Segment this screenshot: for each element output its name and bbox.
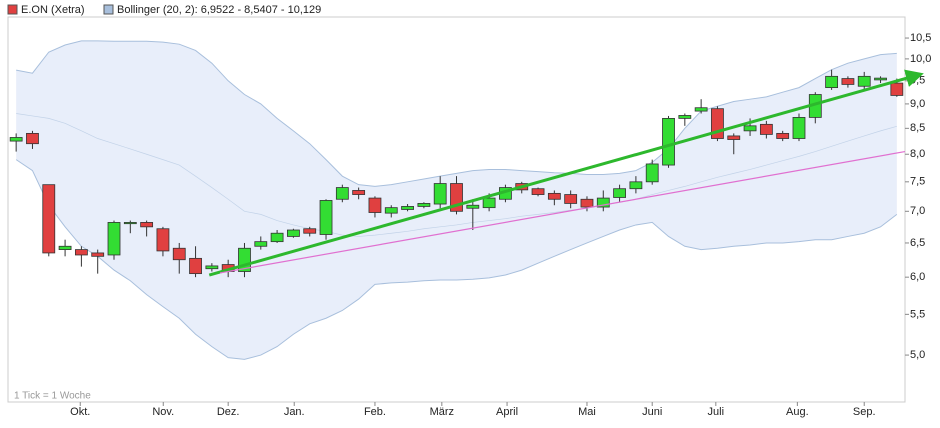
y-tick-label: 8,0	[910, 148, 925, 160]
x-tick-label: Jan.	[284, 406, 305, 418]
candle-body	[825, 75, 839, 89]
legend-label: Bollinger (20, 2): 6,9522 - 8,5407 - 10,…	[117, 4, 321, 16]
candle-body	[368, 197, 382, 213]
candle-body	[645, 163, 659, 183]
candle-body	[107, 222, 121, 256]
y-tick-label: 10,0	[910, 53, 931, 65]
candle-body	[156, 228, 170, 252]
candle-body	[401, 206, 414, 210]
candle-body	[172, 247, 186, 261]
y-tick-label: 7,0	[910, 205, 925, 217]
candle-body	[629, 181, 643, 190]
candle-body	[140, 222, 154, 228]
x-tick-label: Okt.	[70, 406, 90, 418]
candle-body	[58, 245, 72, 250]
y-tick-label: 7,5	[910, 176, 925, 188]
candle-body	[874, 77, 887, 81]
candle-body	[890, 82, 904, 96]
legend-swatch	[7, 4, 18, 15]
candle-body	[694, 107, 708, 112]
x-tick-label: Aug.	[786, 406, 809, 418]
candle-body	[759, 123, 773, 135]
candle-body	[352, 190, 366, 195]
y-tick-label: 9,0	[910, 98, 925, 110]
candle-body	[433, 183, 447, 205]
candle-body	[26, 132, 39, 145]
candle-body	[531, 188, 545, 195]
candle-body	[254, 241, 268, 247]
y-tick-label: 5,0	[910, 349, 925, 361]
candle-body	[74, 249, 88, 256]
legend-swatch	[103, 4, 114, 15]
candle-body	[189, 257, 202, 275]
trend-line	[208, 69, 924, 277]
candle-body	[662, 117, 675, 166]
x-tick-label: März	[430, 406, 454, 418]
x-tick-label: April	[496, 406, 518, 418]
x-tick-label: Nov.	[152, 406, 174, 418]
candle-body	[776, 132, 790, 139]
legend-label: E.ON (Xetra)	[21, 4, 85, 16]
x-tick-label: Mai	[578, 406, 596, 418]
x-tick-label: Juli	[708, 406, 725, 418]
candle-body	[678, 115, 692, 119]
candle-body	[303, 228, 317, 234]
candle-body	[319, 200, 333, 235]
footnote: 1 Tick = 1 Woche	[14, 391, 91, 402]
candle-body	[205, 265, 219, 270]
candle-body	[123, 222, 137, 225]
band-line	[16, 113, 897, 237]
x-tick-label: Juni	[642, 406, 662, 418]
candle-body	[9, 137, 23, 142]
x-tick-label: Sep.	[853, 406, 876, 418]
candle-body	[335, 187, 349, 200]
x-tick-label: Feb.	[364, 406, 386, 418]
y-tick-label: 6,0	[910, 271, 925, 283]
candle-body	[270, 232, 284, 243]
candle-body	[466, 204, 480, 209]
band-line	[16, 40, 897, 187]
x-tick-label: Dez.	[217, 406, 240, 418]
y-tick-label: 5,5	[910, 308, 925, 320]
candle-body	[841, 78, 855, 85]
candle-body	[727, 135, 741, 140]
candle-body	[857, 75, 871, 87]
candle-body	[596, 197, 610, 208]
trend-line	[219, 150, 906, 274]
candle-body	[743, 125, 757, 132]
y-tick-label: 6,5	[910, 237, 925, 249]
candle-body	[384, 207, 398, 214]
candle-body	[482, 197, 496, 209]
band-line	[15, 159, 898, 360]
candle-body	[792, 117, 806, 139]
candle-body	[417, 203, 431, 207]
y-tick-label: 8,5	[910, 122, 925, 134]
candle-body	[91, 252, 105, 257]
candle-body	[547, 192, 561, 200]
candle-body	[287, 229, 300, 237]
candle-body	[613, 188, 626, 198]
y-tick-label: 10,5	[910, 32, 931, 44]
candle-body	[42, 184, 56, 254]
candle-body	[564, 194, 578, 204]
candle-body	[580, 198, 594, 208]
